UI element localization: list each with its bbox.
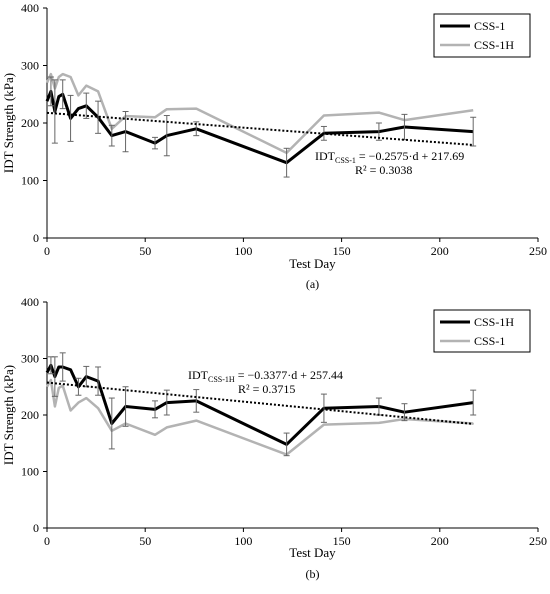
x-tick-label: 150 — [333, 244, 351, 258]
error-bar — [108, 124, 115, 147]
x-tick-label: 250 — [529, 534, 547, 548]
r-squared-label: R² = 0.3038 — [355, 163, 412, 177]
error-bar — [283, 147, 290, 178]
legend-label: CSS-1H — [474, 315, 514, 329]
trend-equation: IDTCSS-1H = −0.3377·d + 257.44 — [188, 368, 343, 384]
trend-equation: IDTCSS-1 = −0.2575·d + 217.69 — [315, 149, 464, 165]
x-tick-label: 100 — [234, 534, 252, 548]
x-tick-label: 0 — [44, 534, 50, 548]
x-tick-label: 200 — [431, 534, 449, 548]
x-tick-label: 100 — [234, 244, 252, 258]
y-tick-label: 0 — [33, 521, 39, 535]
y-tick-label: 400 — [21, 1, 39, 15]
y-tick-label: 200 — [21, 408, 39, 422]
error-bar — [283, 432, 290, 457]
r-squared-label: R² = 0.3715 — [238, 382, 295, 396]
error-bar — [470, 389, 477, 416]
error-bar — [51, 79, 58, 144]
error-bar — [75, 377, 82, 396]
error-bar — [122, 386, 129, 427]
error-bar — [95, 366, 102, 396]
error-bar — [320, 393, 327, 423]
legend-label: CSS-1H — [474, 38, 514, 52]
panel-label: (a) — [306, 277, 319, 291]
x-tick-label: 200 — [431, 244, 449, 258]
y-axis-label: IDT Strength (kPa) — [1, 365, 16, 465]
x-tick-label: 250 — [529, 244, 547, 258]
error-bar — [470, 116, 477, 147]
x-tick-label: 150 — [333, 534, 351, 548]
y-tick-label: 300 — [21, 59, 39, 73]
trendline — [46, 381, 474, 425]
error-bar — [152, 136, 159, 150]
x-tick-label: 50 — [139, 244, 151, 258]
y-tick-label: 300 — [21, 352, 39, 366]
trendline — [46, 111, 474, 146]
y-tick-label: 400 — [21, 295, 39, 309]
x-tick-label: 0 — [44, 244, 50, 258]
error-bar — [122, 111, 129, 153]
error-bar — [59, 79, 66, 110]
error-bar — [59, 352, 66, 382]
error-bar — [47, 76, 54, 107]
legend-box — [433, 13, 531, 58]
chart-panel-2: 0 100 200 300 400 0 50 100 150 200 250 Test Day IDT … — [1, 295, 547, 581]
y-tick-label: 200 — [21, 116, 39, 130]
error-bar — [401, 403, 408, 422]
y-tick-label: 0 — [33, 231, 39, 245]
error-bar — [67, 94, 74, 142]
error-bar — [83, 92, 90, 119]
x-tick-label: 50 — [139, 534, 151, 548]
error-bar — [108, 397, 115, 450]
y-tick-label: 100 — [21, 174, 39, 188]
legend-label: CSS-1 — [474, 19, 505, 33]
panel-label: (b) — [306, 567, 320, 581]
legend-box — [433, 309, 531, 353]
legend-label: CSS-1 — [474, 334, 505, 348]
error-bar — [193, 389, 200, 413]
error-bar — [152, 400, 159, 419]
y-tick-label: 100 — [21, 465, 39, 479]
error-bar — [95, 100, 102, 134]
y-axis-label: IDT Strength (kPa) — [1, 73, 16, 173]
error-bar — [51, 356, 58, 397]
chart-panel-1: 0 100 200 300 400 0 50 100 150 200 250 Test Day IDT … — [1, 1, 547, 291]
x-axis-label: Test Day — [289, 545, 336, 560]
x-axis-label: Test Day — [289, 256, 336, 271]
series-line-css-1h — [45, 72, 474, 155]
